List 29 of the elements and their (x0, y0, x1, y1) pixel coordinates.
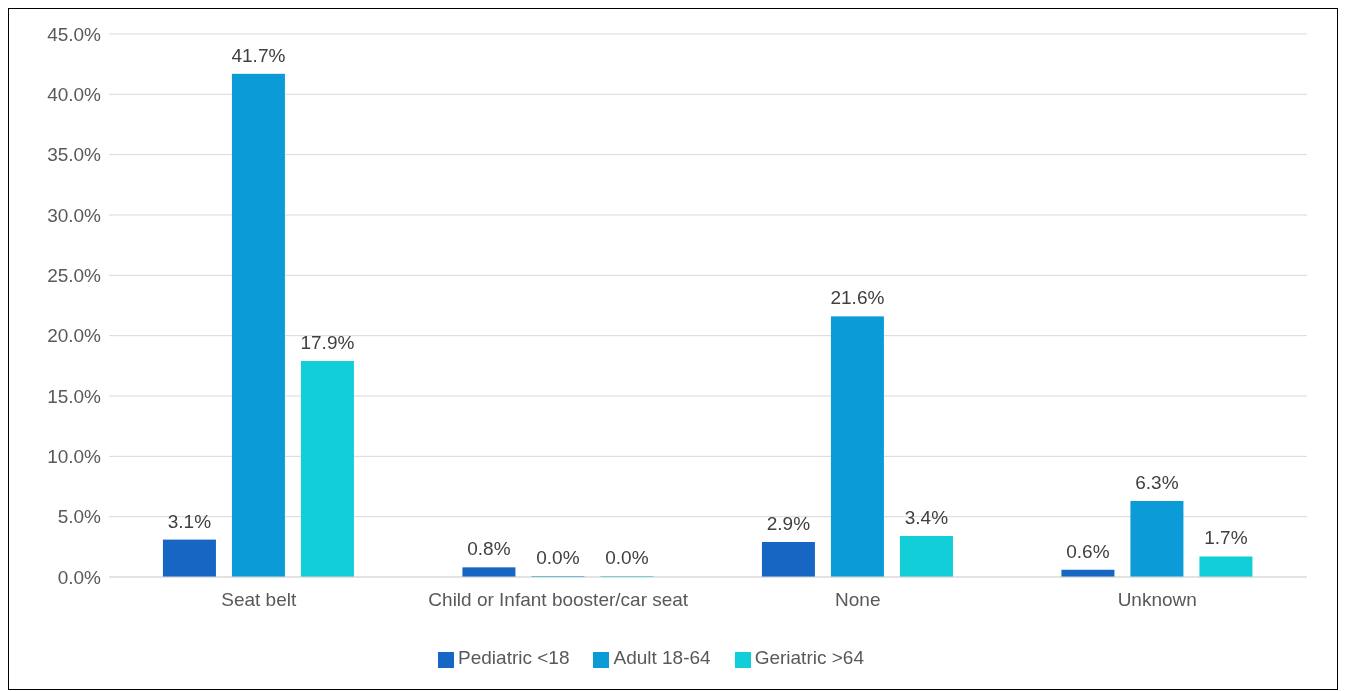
data-label: 0.6% (1066, 540, 1110, 562)
y-tick-label: 25.0% (47, 265, 102, 287)
y-tick-label: 35.0% (47, 144, 102, 166)
y-tick-label: 15.0% (47, 385, 102, 407)
data-label: 6.3% (1135, 471, 1179, 493)
x-tick-label: Seat belt (221, 589, 297, 611)
y-tick-label: 45.0% (47, 23, 102, 45)
data-label: 0.0% (536, 547, 580, 568)
legend-label: Geriatric >64 (754, 647, 864, 668)
data-label: 1.7% (1204, 527, 1248, 549)
y-tick-label: 20.0% (47, 325, 102, 347)
y-tick-label: 5.0% (57, 506, 102, 528)
legend-label: Pediatric <18 (458, 647, 570, 668)
data-label: 21.6% (830, 287, 885, 309)
x-tick-label: None (835, 589, 881, 611)
data-label: 17.9% (300, 332, 355, 354)
y-tick-label: 40.0% (47, 84, 102, 106)
data-label: 0.0% (605, 547, 649, 568)
y-tick-label: 10.0% (47, 446, 102, 468)
y-tick-label: 30.0% (47, 204, 102, 226)
data-label: 3.1% (167, 510, 212, 532)
legend-label: Adult 18-64 (613, 647, 711, 668)
x-tick-label: Unknown (1117, 589, 1197, 611)
data-label: 0.8% (467, 538, 511, 560)
data-label: 3.4% (904, 506, 949, 528)
data-label: 41.7% (231, 44, 286, 66)
x-tick-label: Child or Infant booster/car seat (428, 589, 689, 611)
data-label: 2.9% (766, 513, 811, 535)
y-tick-label: 0.0% (57, 566, 102, 588)
